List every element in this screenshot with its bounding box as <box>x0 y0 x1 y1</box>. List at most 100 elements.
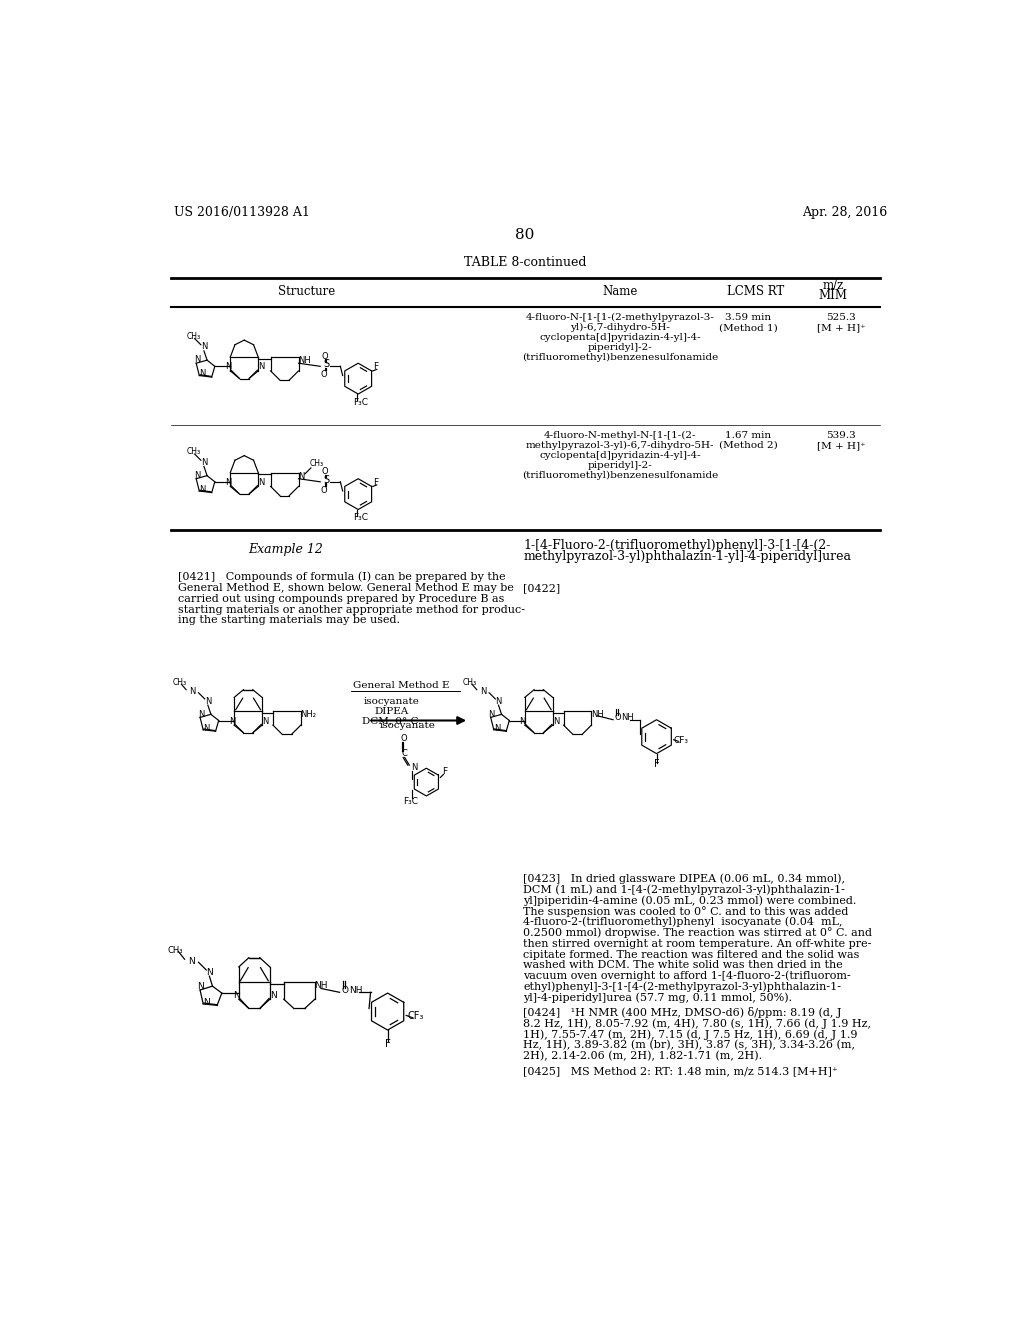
Text: cyclopenta[d]pyridazin-4-yl]-4-: cyclopenta[d]pyridazin-4-yl]-4- <box>540 333 701 342</box>
Text: O: O <box>341 986 348 995</box>
Text: yl]-4-piperidyl]urea (57.7 mg, 0.11 mmol, 50%).: yl]-4-piperidyl]urea (57.7 mg, 0.11 mmol… <box>523 993 793 1003</box>
Text: piperidyl]-2-: piperidyl]-2- <box>588 343 652 352</box>
Text: S: S <box>324 475 330 484</box>
Text: N: N <box>488 710 495 718</box>
Text: CH₃: CH₃ <box>168 946 183 956</box>
Text: 525.3: 525.3 <box>826 313 856 322</box>
Text: DIPEA: DIPEA <box>375 706 409 715</box>
Text: N: N <box>200 370 206 379</box>
Text: isocyanate: isocyanate <box>364 697 420 706</box>
Text: N: N <box>225 363 231 371</box>
Text: US 2016/0113928 A1: US 2016/0113928 A1 <box>174 206 310 219</box>
Text: N: N <box>201 458 207 467</box>
Text: (Method 2): (Method 2) <box>719 441 777 450</box>
Text: N: N <box>203 723 210 733</box>
Text: [M + H]⁺: [M + H]⁺ <box>817 441 865 450</box>
Text: 3.59 min: 3.59 min <box>725 313 771 322</box>
Text: LCMS RT: LCMS RT <box>727 285 784 298</box>
Text: N: N <box>194 355 201 364</box>
Text: [0421]   Compounds of formula (I) can be prepared by the: [0421] Compounds of formula (I) can be p… <box>178 572 506 582</box>
Text: MIM: MIM <box>819 289 848 302</box>
Text: N: N <box>225 478 231 487</box>
Text: 1-[4-Fluoro-2-(trifluoromethyl)phenyl]-3-[1-[4-(2-: 1-[4-Fluoro-2-(trifluoromethyl)phenyl]-3… <box>523 539 830 552</box>
Text: N: N <box>262 717 268 726</box>
Text: O: O <box>322 467 329 477</box>
Text: N: N <box>411 763 417 772</box>
Text: F: F <box>373 478 378 487</box>
Text: CH₃: CH₃ <box>309 459 324 469</box>
Text: N: N <box>480 688 486 697</box>
Text: N: N <box>200 484 206 494</box>
Text: methylpyrazol-3-yl)phthalazin-1-yl]-4-piperidyl]urea: methylpyrazol-3-yl)phthalazin-1-yl]-4-pi… <box>523 550 851 564</box>
Text: isocyanate: isocyanate <box>380 721 436 730</box>
Text: vacuum oven overnight to afford 1-[4-fluoro-2-(trifluorom-: vacuum oven overnight to afford 1-[4-flu… <box>523 970 851 981</box>
Text: N: N <box>205 697 211 706</box>
Text: N: N <box>228 717 236 726</box>
Text: N: N <box>198 710 204 718</box>
Text: NH: NH <box>349 986 362 995</box>
Text: O: O <box>321 370 327 379</box>
Text: N: N <box>258 478 264 487</box>
Text: yl]piperidin-4-amine (0.05 mL, 0.23 mmol) were combined.: yl]piperidin-4-amine (0.05 mL, 0.23 mmol… <box>523 895 857 906</box>
Text: methylpyrazol-3-yl)-6,7-dihydro-5H-: methylpyrazol-3-yl)-6,7-dihydro-5H- <box>526 441 715 450</box>
Text: 2H), 2.14-2.06 (m, 2H), 1.82-1.71 (m, 2H).: 2H), 2.14-2.06 (m, 2H), 1.82-1.71 (m, 2H… <box>523 1051 763 1061</box>
Text: [0422]: [0422] <box>523 583 560 593</box>
Text: [0424]   ¹H NMR (400 MHz, DMSO-d6) δ/ppm: 8.19 (d, J: [0424] ¹H NMR (400 MHz, DMSO-d6) δ/ppm: … <box>523 1007 842 1018</box>
Text: 80: 80 <box>515 228 535 243</box>
Text: cipitate formed. The reaction was filtered and the solid was: cipitate formed. The reaction was filter… <box>523 949 859 960</box>
Text: N: N <box>189 688 196 697</box>
Text: [0423]   In dried glassware DIPEA (0.06 mL, 0.34 mmol),: [0423] In dried glassware DIPEA (0.06 mL… <box>523 874 845 884</box>
Text: F: F <box>442 767 447 776</box>
Text: N: N <box>203 998 210 1007</box>
Text: m/z: m/z <box>822 280 844 292</box>
Text: washed with DCM. The white solid was then dried in the: washed with DCM. The white solid was the… <box>523 961 843 970</box>
Text: S: S <box>324 359 330 370</box>
Text: N: N <box>496 697 502 706</box>
Text: Hz, 1H), 3.89-3.82 (m (br), 3H), 3.87 (s, 3H), 3.34-3.26 (m,: Hz, 1H), 3.89-3.82 (m (br), 3H), 3.87 (s… <box>523 1040 855 1051</box>
Text: CH₃: CH₃ <box>187 331 201 341</box>
Text: DCM (1 mL) and 1-[4-(2-methylpyrazol-3-yl)phthalazin-1-: DCM (1 mL) and 1-[4-(2-methylpyrazol-3-y… <box>523 884 845 895</box>
Text: N: N <box>270 991 276 999</box>
Text: 8.2 Hz, 1H), 8.05-7.92 (m, 4H), 7.80 (s, 1H), 7.66 (d, J 1.9 Hz,: 8.2 Hz, 1H), 8.05-7.92 (m, 4H), 7.80 (s,… <box>523 1019 871 1030</box>
Text: N: N <box>206 968 213 977</box>
Text: F₃C: F₃C <box>403 797 418 805</box>
Text: carried out using compounds prepared by Procedure B as: carried out using compounds prepared by … <box>178 594 505 605</box>
Text: NH: NH <box>314 982 328 990</box>
Text: N: N <box>197 982 204 991</box>
Text: N: N <box>553 717 559 726</box>
Text: N: N <box>201 342 207 351</box>
Text: F₃C: F₃C <box>353 397 369 407</box>
Text: 1.67 min: 1.67 min <box>725 430 771 440</box>
Text: NH: NH <box>621 713 634 722</box>
Text: The suspension was cooled to 0° C. and to this was added: The suspension was cooled to 0° C. and t… <box>523 906 849 916</box>
Text: F₃C: F₃C <box>353 513 369 523</box>
Text: (Method 1): (Method 1) <box>719 323 777 333</box>
Text: TABLE 8-continued: TABLE 8-continued <box>464 256 586 269</box>
Text: CH₃: CH₃ <box>187 447 201 457</box>
Text: yl)-6,7-dihydro-5H-: yl)-6,7-dihydro-5H- <box>570 323 670 333</box>
Text: 4-fluoro-N-methyl-N-[1-[1-(2-: 4-fluoro-N-methyl-N-[1-[1-(2- <box>544 430 696 440</box>
Text: O: O <box>400 734 407 743</box>
Text: N: N <box>232 991 240 999</box>
Text: [M + H]⁺: [M + H]⁺ <box>817 323 865 333</box>
Text: ing the starting materials may be used.: ing the starting materials may be used. <box>178 615 400 626</box>
Text: General Method E, shown below. General Method E may be: General Method E, shown below. General M… <box>178 583 514 593</box>
Text: CH₃: CH₃ <box>172 678 186 688</box>
Text: O: O <box>321 486 327 495</box>
Text: 539.3: 539.3 <box>826 430 856 440</box>
Text: O: O <box>614 714 622 722</box>
Text: (trifluoromethyl)benzenesulfonamide: (trifluoromethyl)benzenesulfonamide <box>522 471 718 480</box>
Text: N: N <box>194 471 201 480</box>
Text: N: N <box>494 723 500 733</box>
Text: N: N <box>258 363 264 371</box>
Text: 1H), 7.55-7.47 (m, 2H), 7.15 (d, J 7.5 Hz, 1H), 6.69 (d, J 1.9: 1H), 7.55-7.47 (m, 2H), 7.15 (d, J 7.5 H… <box>523 1030 858 1040</box>
Text: F: F <box>385 1039 390 1049</box>
Text: N: N <box>519 717 525 726</box>
Text: CF₃: CF₃ <box>407 1011 423 1022</box>
Text: N: N <box>298 471 304 480</box>
Text: Structure: Structure <box>278 285 335 298</box>
Text: NH: NH <box>591 710 603 719</box>
Text: F: F <box>373 363 378 371</box>
Text: then stirred overnight at room temperature. An off-white pre-: then stirred overnight at room temperatu… <box>523 939 871 949</box>
Text: Name: Name <box>602 285 638 298</box>
